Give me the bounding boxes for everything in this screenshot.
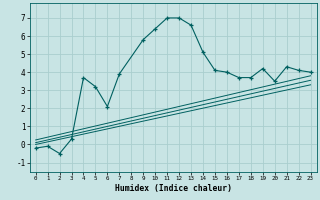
X-axis label: Humidex (Indice chaleur): Humidex (Indice chaleur) [115, 184, 232, 193]
